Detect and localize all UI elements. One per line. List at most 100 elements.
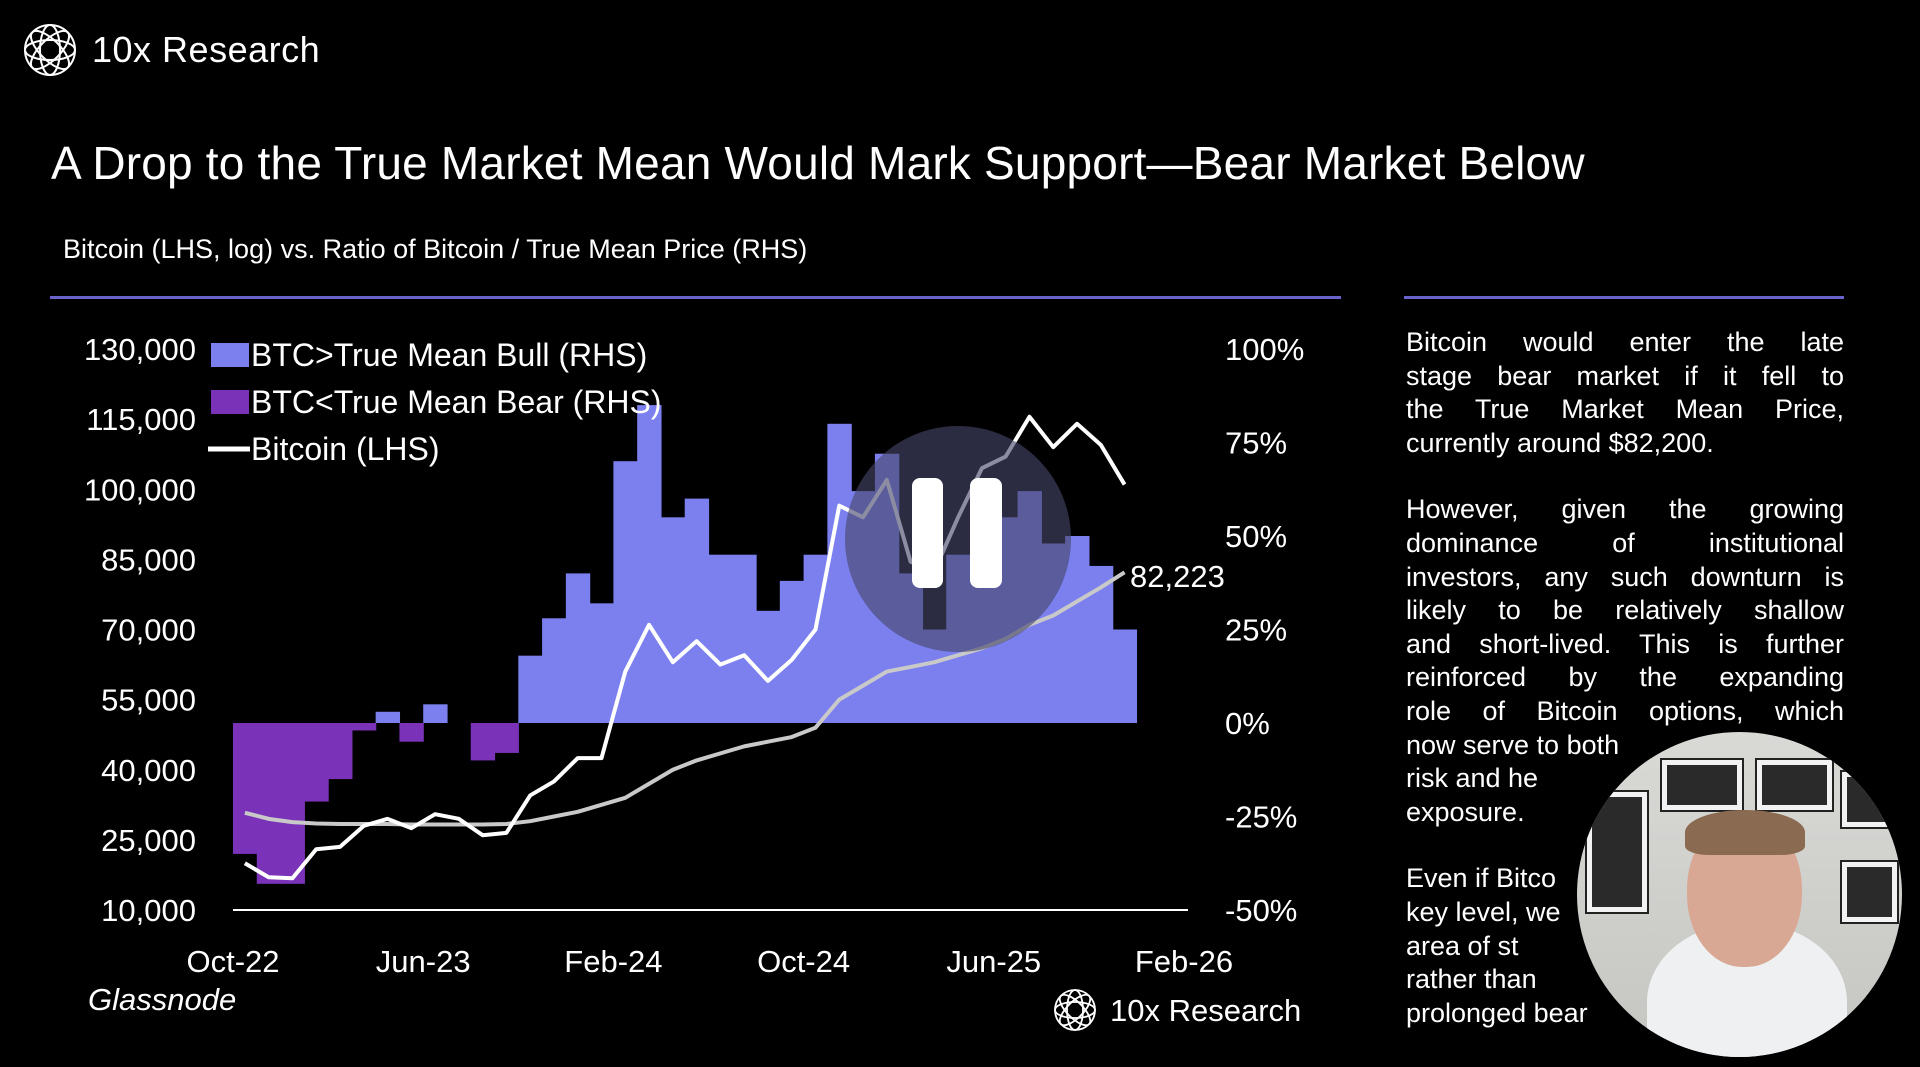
bull-area-bar — [518, 655, 543, 723]
bull-area-bar — [423, 704, 448, 723]
y-left-axis: 10,000 25,000 40,000 55,000 70,000 85,000 100,… — [84, 332, 196, 928]
commentary-line: area of st — [1406, 930, 1519, 961]
y-right-tick-label: 0% — [1225, 706, 1270, 741]
x-tick-label: Jun-25 — [946, 944, 1041, 979]
bull-area-bar — [613, 461, 638, 723]
legend-swatch-bull — [211, 343, 249, 367]
commentary-line: and short-lived. This is further — [1406, 628, 1844, 659]
y-right-tick-label: 25% — [1225, 613, 1287, 648]
pause-button[interactable] — [845, 426, 1071, 652]
commentary-line: Even if Bitco — [1406, 863, 1557, 894]
x-tick-label: Jun-23 — [376, 944, 471, 979]
commentary-line: now serve to both — [1406, 729, 1620, 760]
bull-area-bar — [1112, 629, 1138, 723]
bull-area-bar — [779, 580, 805, 723]
y-left-tick-label: 85,000 — [101, 542, 196, 577]
legend: BTC>True Mean Bull (RHS) BTC<True Mean Be… — [208, 337, 661, 467]
page-title: A Drop to the True Market Mean Would Mar… — [51, 137, 1585, 189]
bull-area-bar — [1065, 536, 1090, 723]
x-tick-label: Oct-24 — [757, 944, 850, 979]
legend-swatch-bear — [211, 390, 249, 414]
wall-frame — [1662, 760, 1742, 810]
wall-frame — [1842, 772, 1897, 827]
commentary-line: dominance of institutional — [1406, 527, 1844, 558]
commentary-line: rather than — [1406, 964, 1537, 995]
commentary-line: investors, any such downturn is — [1406, 561, 1844, 592]
bear-area-bar — [256, 723, 282, 884]
legend-label: BTC<True Mean Bear (RHS) — [251, 384, 661, 420]
bull-area-bar — [827, 423, 852, 723]
bull-area-bar — [542, 618, 567, 723]
bear-area-bar — [233, 723, 258, 854]
y-right-tick-label: 100% — [1225, 332, 1304, 367]
chart-subtitle: Bitcoin (LHS, log) vs. Ratio of Bitcoin … — [63, 234, 808, 264]
commentary-line: currently around $82,200. — [1406, 427, 1714, 458]
commentary-paragraph-1: Bitcoin would enter the late stage bear m… — [1406, 326, 1844, 460]
bull-area-bar — [637, 405, 662, 723]
bull-area-bar — [589, 603, 614, 723]
commentary: Bitcoin would enter the late stage bear m… — [1406, 326, 1844, 1063]
y-right-axis: -50% -25% 0% 25% 50% 75% 100% — [1225, 332, 1304, 928]
y-left-tick-label: 115,000 — [86, 402, 196, 437]
wall-frame — [1757, 760, 1832, 810]
bear-area-bar — [399, 723, 424, 742]
bull-area-bar — [684, 498, 710, 723]
divider-left — [50, 296, 1341, 299]
footer-brand: 10x Research — [1110, 993, 1301, 1028]
bear-area-bar — [494, 723, 519, 753]
bear-area-bar — [328, 723, 353, 780]
globe-mesh-icon — [24, 24, 76, 76]
y-right-tick-label: -25% — [1225, 800, 1297, 835]
x-tick-label: Oct-22 — [186, 944, 279, 979]
y-left-tick-label: 70,000 — [101, 613, 196, 648]
bull-area-bar — [732, 554, 757, 723]
y-left-tick-label: 10,000 — [101, 893, 196, 928]
source-label: Glassnode — [88, 982, 236, 1017]
bear-area-bar — [304, 723, 329, 802]
y-left-tick-label: 130,000 — [84, 332, 196, 367]
legend-label: Bitcoin (LHS) — [251, 431, 440, 467]
current-true-mean-label: 82,223 — [1130, 559, 1225, 594]
legend-label: BTC>True Mean Bull (RHS) — [251, 337, 647, 373]
y-right-tick-label: 75% — [1225, 426, 1287, 461]
commentary-paragraph-3: Even if Bitco key level, we area of st rath… — [1406, 862, 1844, 1030]
brand-header: 10x Research — [22, 22, 320, 78]
bull-area-bar — [565, 573, 591, 723]
y-left-tick-label: 40,000 — [101, 753, 196, 788]
bear-area-bar — [470, 723, 496, 761]
x-axis: Oct-22 Jun-23 Feb-24 Oct-24 Jun-25 Feb-26 — [186, 944, 1233, 979]
bear-area-bar — [351, 723, 377, 731]
commentary-line: risk and he — [1406, 763, 1539, 794]
pause-icon-bar — [970, 478, 1002, 588]
brand-name: 10x Research — [92, 29, 321, 70]
y-left-tick-label: 55,000 — [101, 683, 196, 718]
commentary-line: reinforced by the expanding — [1406, 662, 1844, 693]
commentary-paragraph-2: However, given the growing dominance of i… — [1406, 493, 1844, 829]
y-left-tick-label: 100,000 — [84, 472, 196, 507]
commentary-line: role of Bitcoin options, which — [1406, 695, 1844, 726]
bear-area-bar — [280, 723, 305, 884]
y-right-tick-label: -50% — [1225, 893, 1297, 928]
commentary-line: Bitcoin would enter the late — [1406, 327, 1844, 357]
commentary-line: likely to be relatively shallow — [1406, 595, 1844, 626]
commentary-line: exposure. — [1406, 796, 1525, 827]
commentary-line: key level, we — [1406, 896, 1561, 927]
y-right-tick-label: 50% — [1225, 519, 1287, 554]
divider-right — [1404, 296, 1844, 299]
pause-icon — [912, 478, 943, 588]
commentary-line: prolonged bear — [1406, 997, 1588, 1028]
bull-area-bar — [660, 517, 686, 723]
wall-frame — [1587, 792, 1647, 912]
wall-frame — [1842, 862, 1897, 922]
footer-logo-icon — [1054, 989, 1096, 1031]
x-tick-label: Feb-26 — [1135, 944, 1233, 979]
presenter-webcam — [1577, 732, 1902, 1057]
bull-area-bar — [375, 711, 401, 723]
hair — [1685, 810, 1805, 855]
bull-area-bar — [756, 610, 781, 723]
commentary-line: stage bear market if it fell to — [1406, 360, 1844, 391]
commentary-line: the True Market Mean Price, — [1406, 394, 1844, 425]
bull-area-bar — [708, 554, 733, 723]
y-left-tick-label: 25,000 — [101, 823, 196, 858]
